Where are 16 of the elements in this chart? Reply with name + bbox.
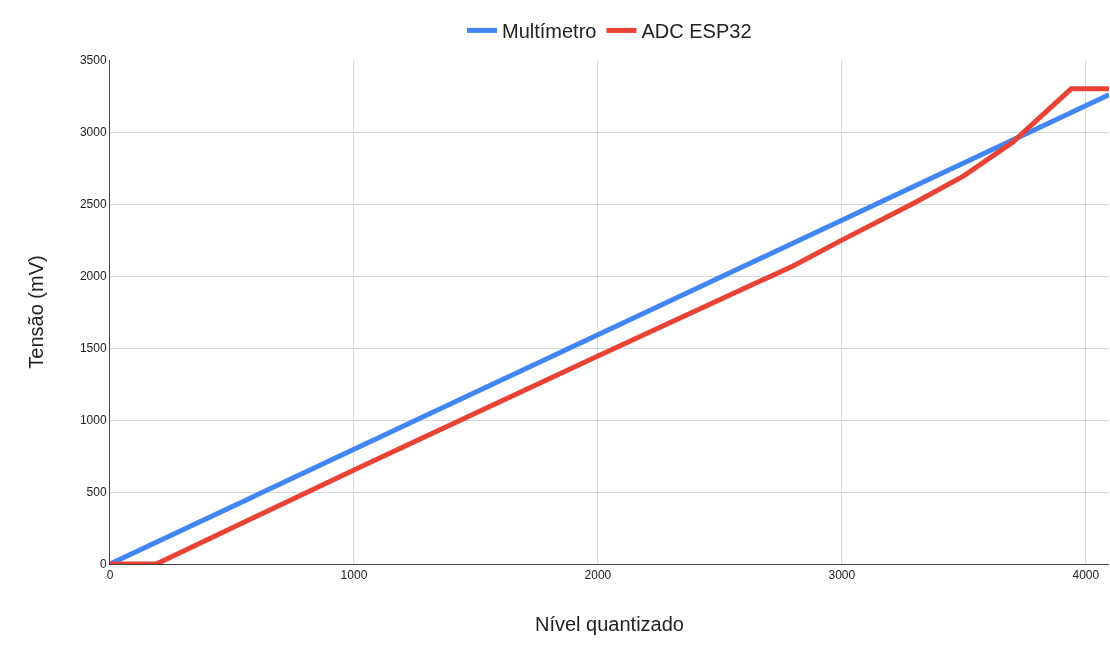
- y-tick-label: 3500: [79, 53, 107, 68]
- y-tick-label: 0: [99, 557, 107, 572]
- x-tick-label: 4000: [1072, 568, 1100, 583]
- x-tick-label: 2000: [584, 568, 612, 583]
- x-axis-title: Nível quantizado: [535, 612, 684, 635]
- y-tick-label: 2500: [79, 197, 107, 212]
- x-tick-label: 1000: [340, 568, 368, 583]
- y-axis-title: Tensão (mV): [25, 255, 48, 369]
- x-tick-label: 3000: [828, 568, 856, 583]
- y-tick-label: 500: [86, 485, 107, 500]
- y-tick-label: 2000: [79, 269, 107, 284]
- legend-label: Multímetro: [502, 20, 597, 43]
- legend-label: ADC ESP32: [641, 20, 752, 43]
- y-tick-label: 1000: [79, 413, 107, 428]
- y-tick-label: 1500: [79, 341, 107, 356]
- y-tick-label: 3000: [79, 125, 107, 140]
